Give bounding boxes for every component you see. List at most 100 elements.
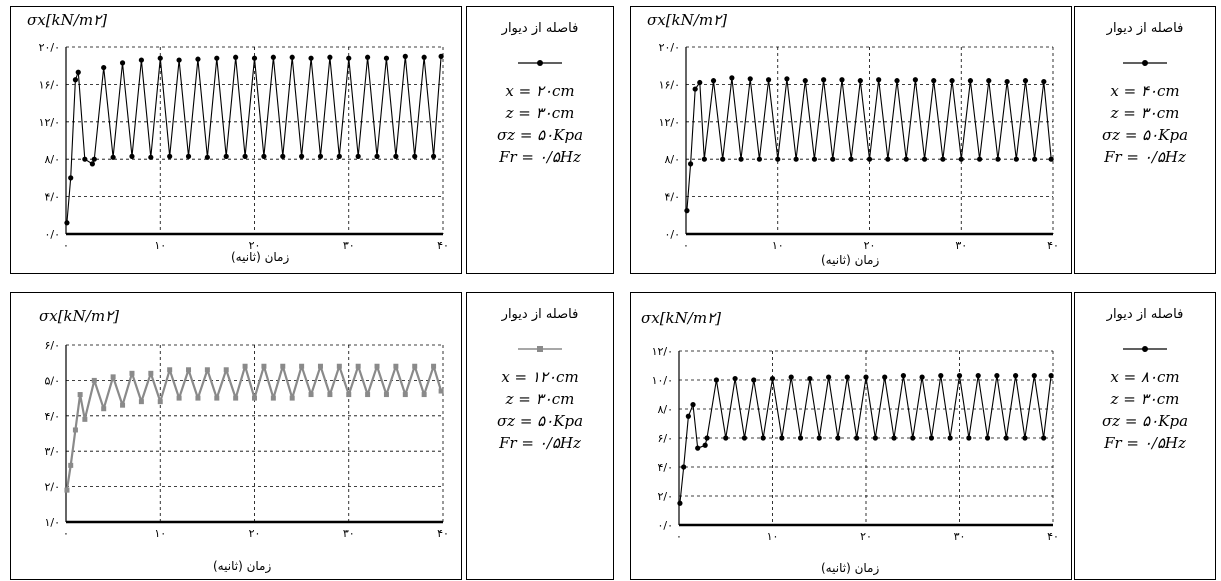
y-tick-label: ۰/۰ (44, 228, 60, 241)
series-line (679, 375, 1052, 504)
data-point (947, 435, 953, 441)
y-axis-title: σx[kN/m۲] (641, 309, 721, 327)
data-point (949, 78, 955, 84)
data-point (327, 392, 333, 398)
data-point (110, 374, 116, 380)
data-point (797, 435, 804, 441)
data-point (412, 153, 418, 159)
data-point (732, 375, 738, 382)
legend-param-fr: Fr = ۰/۵Hz (499, 434, 581, 452)
x-tick-label: ۴۰ (437, 527, 449, 540)
legend-param-sigma: σz = ۵۰Kpa (496, 412, 584, 430)
legend-param-sigma: σz = ۵۰Kpa (496, 126, 584, 144)
y-tick-label: ۴/۰ (664, 191, 680, 204)
data-point (317, 363, 323, 369)
data-point (261, 153, 267, 159)
data-point (157, 55, 163, 61)
data-point (966, 435, 972, 441)
data-point (872, 435, 878, 441)
x-tick-label: ۲۰ (249, 239, 261, 252)
data-point (101, 64, 107, 71)
data-point (928, 435, 935, 441)
y-tick-label: ۴/۰ (44, 191, 60, 204)
data-point (64, 487, 70, 493)
y-tick-label: ۱۲/۰ (659, 116, 680, 129)
chart-panel-2: σx[kN/m۲] ۱/۰ ۲/۰ ۳/۰ ۴/۰ ۵/۰ ۶/۰ ۰ ۱۰ ۲۰ ۳۰ ۴۰ زم… (10, 292, 462, 580)
data-point (412, 363, 418, 369)
y-tick-label: ۲۰/۰ (39, 41, 60, 54)
data-point (826, 374, 832, 380)
data-point (431, 363, 437, 369)
chart-panel-1: σx[kN/m۲] ۰/۰ ۴/۰ ۸/۰ ۱۲/۰ ۱۶/۰ ۲۰/۰ ۰ ۱۰ ۲۰ ۳۰ ۴۰… (630, 6, 1072, 274)
data-point (138, 399, 144, 405)
x-axis-title: زمان (ثانیه) (821, 253, 880, 267)
data-point (438, 53, 444, 59)
data-point (690, 402, 696, 408)
data-point (830, 156, 836, 162)
data-point (195, 56, 201, 62)
y-tick-label: ۸/۰ (657, 403, 673, 416)
data-point (882, 374, 888, 380)
data-point (421, 54, 427, 60)
data-point (702, 442, 708, 448)
data-point (940, 156, 946, 162)
y-tick-label: ۲/۰ (44, 481, 60, 494)
data-point (1003, 435, 1009, 441)
y-axis-title: σx[kN/m۲] (27, 11, 107, 29)
data-point (784, 76, 790, 82)
y-tick-label: ۱۲/۰ (39, 116, 60, 129)
data-point (421, 392, 427, 398)
data-point (760, 435, 766, 441)
legend-title: فاصله از دیوار (1106, 307, 1184, 322)
y-tick-label: ۵/۰ (44, 374, 60, 387)
data-point (355, 363, 361, 369)
data-point (1048, 156, 1054, 162)
data-point (747, 76, 753, 82)
data-point (821, 77, 827, 83)
legend-param-z: z = ۳۰cm (1110, 104, 1180, 122)
data-point (120, 402, 126, 408)
data-point (91, 156, 97, 162)
data-point (233, 54, 239, 60)
data-point (129, 153, 135, 159)
data-point (681, 464, 687, 470)
data-point (346, 55, 352, 61)
data-point (756, 156, 762, 162)
data-point (994, 373, 1000, 379)
data-point (214, 55, 220, 61)
data-point (984, 435, 991, 441)
data-point (383, 55, 390, 61)
data-point (355, 153, 361, 159)
data-point (977, 156, 983, 162)
x-tick-label: ۲۰ (860, 530, 872, 543)
x-tick-label: ۲۰ (249, 527, 261, 540)
data-point (176, 395, 182, 401)
data-point (1048, 373, 1054, 379)
y-axis-title: σx[kN/m۲] (39, 307, 119, 325)
data-point (261, 363, 267, 369)
data-point (438, 388, 444, 394)
data-point (903, 156, 909, 162)
data-point (68, 175, 74, 181)
data-point (685, 413, 691, 419)
data-point (299, 363, 305, 369)
y-tick-label: ۴/۰ (657, 461, 673, 474)
data-point (75, 69, 81, 75)
data-point (72, 77, 79, 83)
data-point (204, 367, 210, 373)
data-point (1041, 78, 1047, 85)
data-point (863, 374, 869, 380)
x-tick-label: ۳۰ (343, 239, 355, 252)
data-point (251, 55, 258, 61)
data-point (912, 77, 918, 83)
data-point (346, 392, 352, 398)
data-point (1013, 373, 1019, 379)
x-tick-label: ۱۰ (767, 530, 779, 543)
legend-param-sigma: σz = ۵۰Kpa (1101, 126, 1189, 144)
data-point (138, 57, 144, 63)
chart-legend-1: فاصله از دیوار x = ۴۰cm z = ۳۰cm σz = ۵۰… (1074, 6, 1216, 274)
legend-title: فاصله از دیوار (501, 307, 579, 322)
data-point (64, 220, 70, 226)
data-point (692, 86, 698, 92)
legend-param-x: x = ۱۲۰cm (501, 368, 579, 386)
